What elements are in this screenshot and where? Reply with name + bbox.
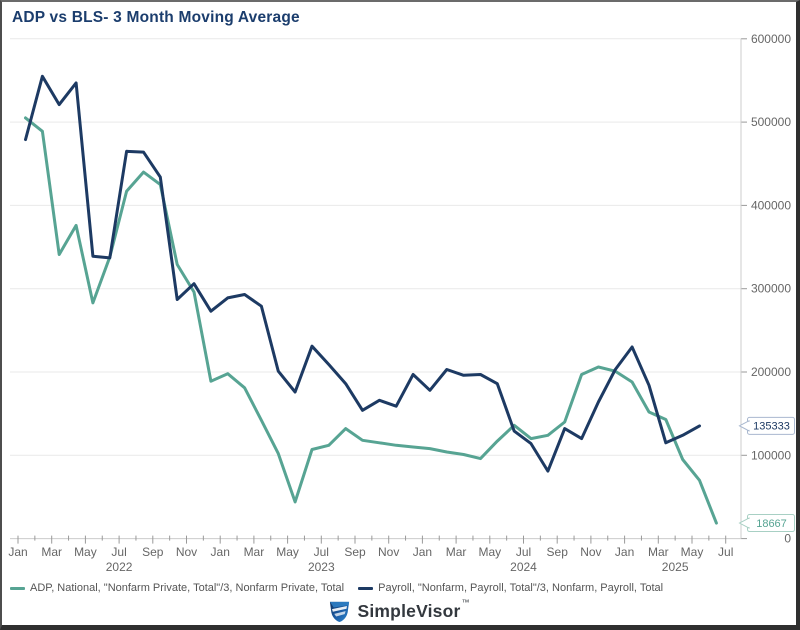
x-tick-label: Jan xyxy=(8,545,27,559)
payroll-legend-swatch-icon xyxy=(358,586,374,590)
x-tick-label: Sep xyxy=(142,545,164,559)
payroll-legend-label: Payroll, "Nonfarm, Payroll, Total"/3, No… xyxy=(378,582,664,594)
simplevisor-logo-icon xyxy=(330,601,350,623)
payroll-series-line[interactable] xyxy=(24,74,701,473)
adp-legend-label: ADP, National, "Nonfarm Private, Total"/… xyxy=(30,582,345,594)
brand-name: SimpleVisor xyxy=(357,601,461,621)
x-tick-label: May xyxy=(74,545,97,559)
x-tick-label: May xyxy=(276,545,299,559)
x-tick-label: Mar xyxy=(648,545,669,559)
y-tick-label: 300000 xyxy=(751,282,791,296)
adp-series-line[interactable] xyxy=(24,116,718,525)
x-tick-label: Sep xyxy=(344,545,366,559)
x-tick-label: May xyxy=(478,545,501,559)
x-tick-label: May xyxy=(681,545,704,559)
callout-value: 135333 xyxy=(753,421,790,433)
callout-value: 18667 xyxy=(756,518,787,530)
x-tick-label: Mar xyxy=(446,545,467,559)
adp-legend-swatch-icon xyxy=(10,586,25,590)
year-label: 2024 xyxy=(510,560,537,574)
brand-trademark: ™ xyxy=(461,597,470,607)
y-tick-label: 600000 xyxy=(751,32,791,46)
year-label: 2025 xyxy=(662,560,689,574)
legend-item-payroll[interactable]: Payroll, "Nonfarm, Payroll, Total"/3, No… xyxy=(358,582,663,594)
legend-item-adp[interactable]: ADP, National, "Nonfarm Private, Total"/… xyxy=(10,582,344,594)
chart-plot-area: 600000 500000 400000 300000 200000 100000 0 Jan… xyxy=(8,32,795,574)
x-tick-label: Nov xyxy=(176,545,197,559)
year-label: 2022 xyxy=(106,560,133,574)
x-tick-label: Jul xyxy=(314,545,329,559)
x-tick-label: Nov xyxy=(580,545,601,559)
chart-legend: ADP, National, "Nonfarm Private, Total"/… xyxy=(10,582,790,594)
y-tick-label: 0 xyxy=(784,532,791,546)
x-tick-label: Mar xyxy=(244,545,265,559)
chart-title: ADP vs BLS- 3 Month Moving Average xyxy=(12,9,300,26)
year-label: 2023 xyxy=(308,560,335,574)
y-tick-label: 100000 xyxy=(751,448,791,462)
payroll-end-callout: 135333 xyxy=(738,416,795,435)
x-tick-label: Jan xyxy=(413,545,432,559)
x-tick-label: Nov xyxy=(378,545,399,559)
x-tick-label: Jan xyxy=(615,545,634,559)
x-tick-label: Mar xyxy=(41,545,62,559)
adp-end-callout: 18667 xyxy=(738,514,795,533)
x-tick-label: Sep xyxy=(547,545,569,559)
x-tick-label: Jul xyxy=(718,545,733,559)
footer-brand: SimpleVisor™ xyxy=(2,597,796,623)
y-tick-label: 200000 xyxy=(751,365,791,379)
y-tick-label: 400000 xyxy=(751,198,791,212)
x-tick-label: Jan xyxy=(211,545,230,559)
y-tick-label: 500000 xyxy=(751,115,791,129)
x-tick-label: Jul xyxy=(516,545,531,559)
x-tick-label: Jul xyxy=(111,545,126,559)
